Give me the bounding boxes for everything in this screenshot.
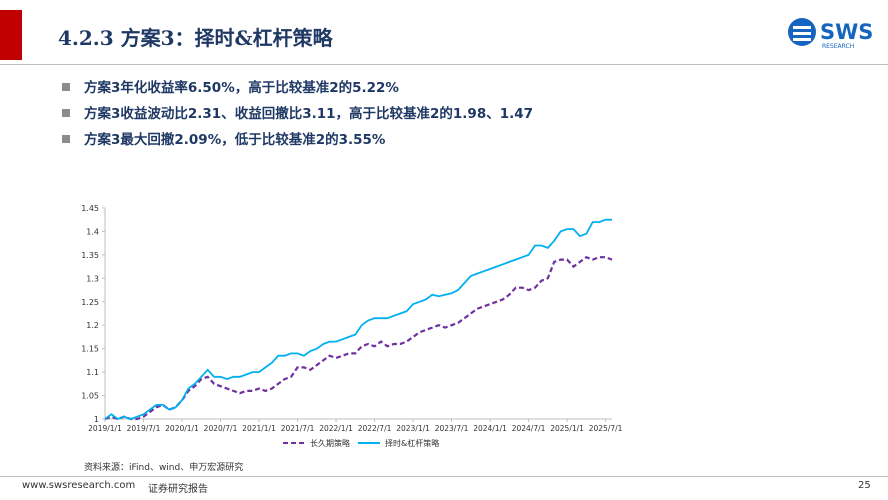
y-tick-label: 1.05 <box>81 392 99 401</box>
logo-stripe <box>793 32 811 35</box>
bullet: 方案3年化收益率6.50%，高于比较基准2的5.22% <box>62 76 399 96</box>
y-tick-label: 1.25 <box>81 298 99 307</box>
logo-text: SWS <box>820 20 873 44</box>
x-tick-label: 2023/7/1 <box>435 424 469 433</box>
x-tick-label: 2025/1/1 <box>550 424 584 433</box>
x-tick-label: 2020/7/1 <box>204 424 238 433</box>
y-tick-label: 1.2 <box>86 321 99 330</box>
bullet: 方案3最大回撤2.09%，低于比较基准2的3.55% <box>62 128 385 148</box>
header-accent <box>0 10 22 60</box>
series-line <box>104 218 612 421</box>
y-tick-label: 1.1 <box>86 368 99 377</box>
y-tick-label: 1.35 <box>81 251 99 260</box>
x-tick-label: 2019/7/1 <box>127 424 161 433</box>
series-line <box>104 255 613 421</box>
x-tick-label: 2022/7/1 <box>358 424 392 433</box>
x-tick-label: 2025/7/1 <box>589 424 623 433</box>
page-number: 25 <box>858 480 871 491</box>
x-tick-label: 2022/1/1 <box>319 424 353 433</box>
slide-title: 4.2.3 方案3：择时&杠杆策略 <box>58 26 333 50</box>
x-tick-label: 2023/1/1 <box>396 424 430 433</box>
x-tick-label: 2024/1/1 <box>473 424 507 433</box>
y-tick-label: 1.15 <box>81 345 99 354</box>
logo-stripe <box>793 38 811 41</box>
source-note: 资料来源：iFind、wind、申万宏源研究 <box>84 463 244 473</box>
y-tick-label: 1.45 <box>81 204 99 213</box>
y-tick-label: 1 <box>94 415 99 424</box>
y-tick-label: 1.4 <box>86 227 99 236</box>
x-tick-label: 2021/1/1 <box>242 424 276 433</box>
x-tick-label: 2024/7/1 <box>512 424 546 433</box>
y-tick-label: 1.3 <box>86 274 99 283</box>
logo: SWS RESEARCH <box>788 18 873 50</box>
bullet: 方案3收益波动比2.31、收益回撤比3.11，高于比较基准2的1.98、1.47 <box>62 102 533 122</box>
x-tick-label: 2020/1/1 <box>165 424 199 433</box>
x-tick-label: 2019/1/1 <box>88 424 122 433</box>
footer-rule <box>0 476 888 477</box>
logo-subtext: RESEARCH <box>822 43 854 50</box>
footer-label: 证券研究报告 <box>148 484 208 495</box>
legend-label: 长久期策略 <box>310 438 350 448</box>
legend-label: 择时&杠杆策略 <box>385 438 439 448</box>
x-tick-label: 2021/7/1 <box>281 424 315 433</box>
header-rule <box>0 64 888 65</box>
logo-stripe <box>793 26 811 29</box>
footer-site: www.swsresearch.com <box>22 480 136 491</box>
